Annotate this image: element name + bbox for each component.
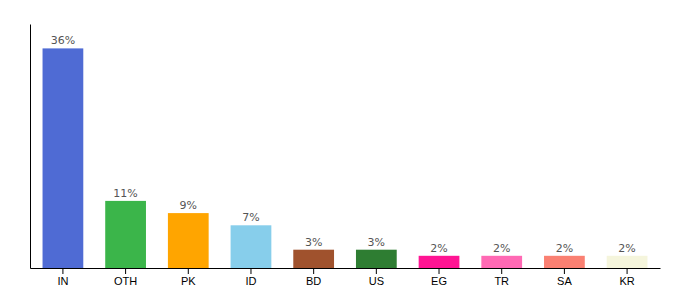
x-tick-label: EG (431, 275, 447, 287)
data-label: 7% (242, 211, 259, 224)
x-tick-mark (125, 268, 126, 274)
data-label: 2% (556, 242, 573, 255)
x-tick: US (369, 268, 384, 287)
x-tick: EG (431, 268, 447, 287)
bar (168, 213, 209, 268)
x-tick-mark (501, 268, 502, 274)
y-axis-line (30, 25, 31, 269)
bar (544, 256, 585, 268)
x-tick-mark (376, 268, 377, 274)
x-tick-label: KR (619, 275, 634, 287)
x-tick-label: SA (557, 275, 572, 287)
x-axis: IN OTH PK ID BD US EG TR SA KR (31, 268, 661, 287)
bar (43, 48, 84, 268)
bar (293, 250, 334, 268)
x-tick-label: OTH (114, 275, 137, 287)
x-tick: ID (245, 268, 256, 287)
x-tick-label: ID (245, 275, 256, 287)
x-tick: TR (494, 268, 509, 287)
x-tick-label: BD (306, 275, 321, 287)
chart: IN OTH PK ID BD US EG TR SA KR 36% 11% 9% 7% 3% 3% 2% 2% 2… (0, 0, 680, 300)
bar (356, 250, 397, 268)
x-tick-mark (439, 268, 440, 274)
bar (231, 225, 272, 268)
x-tick: BD (306, 268, 321, 287)
x-tick-mark (627, 268, 628, 274)
x-tick: SA (557, 268, 572, 287)
data-label: 3% (368, 236, 385, 249)
x-tick-mark (564, 268, 565, 274)
x-tick-label: PK (181, 275, 196, 287)
bar (607, 256, 648, 268)
data-labels: 36% 11% 9% 7% 3% 3% 2% 2% 2% 2% (51, 34, 636, 254)
x-tick: PK (181, 268, 196, 287)
x-tick: OTH (114, 268, 137, 287)
x-tick-mark (188, 268, 189, 274)
bar (105, 201, 146, 268)
x-tick-mark (62, 268, 63, 274)
bars (43, 48, 648, 268)
x-tick-label: TR (494, 275, 509, 287)
data-label: 2% (618, 242, 635, 255)
x-tick: IN (57, 268, 68, 287)
bar (419, 256, 460, 268)
x-axis-line (31, 268, 661, 269)
x-tick: KR (619, 268, 634, 287)
data-label: 9% (180, 199, 197, 212)
x-tick-mark (313, 268, 314, 274)
data-label: 2% (430, 242, 447, 255)
x-tick-label: US (369, 275, 384, 287)
x-tick-mark (250, 268, 251, 274)
data-label: 36% (51, 34, 75, 47)
x-tick-label: IN (57, 275, 68, 287)
data-label: 2% (493, 242, 510, 255)
data-label: 3% (305, 236, 322, 249)
y-axis (30, 25, 31, 269)
bar (481, 256, 522, 268)
data-label: 11% (113, 187, 137, 200)
plot: IN OTH PK ID BD US EG TR SA KR 36% 11% 9% 7% 3% 3% 2% 2% 2… (31, 25, 661, 287)
